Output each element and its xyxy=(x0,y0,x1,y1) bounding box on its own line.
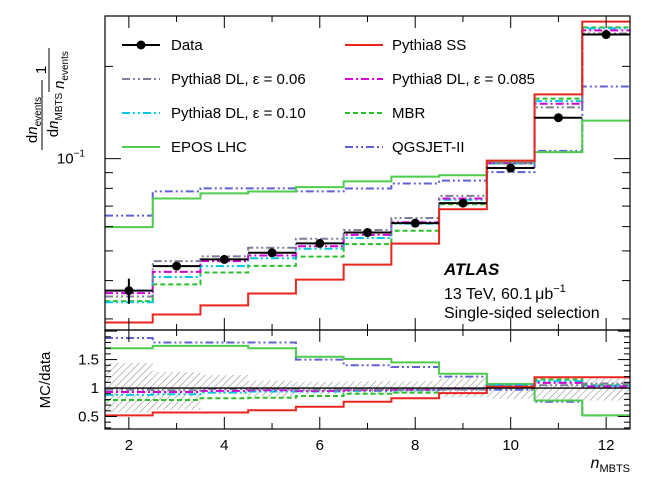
ylabel-den-d: d xyxy=(45,129,62,137)
energy-text: 13 TeV, 60.1 xyxy=(444,286,532,303)
mc-line-qgsjet-ii xyxy=(105,85,630,217)
mc-line-mbr xyxy=(105,26,630,303)
tick-base: 10 xyxy=(57,151,74,168)
legend-entry-mbr: MBR xyxy=(345,105,426,122)
legend-label-mbr: MBR xyxy=(392,105,426,122)
ratio-line-qgsjet-ii xyxy=(105,336,630,417)
selection-label: Single-sided selection xyxy=(444,305,600,322)
x-axis-label-n: n xyxy=(591,455,600,472)
x-tick-label: 6 xyxy=(316,437,324,454)
mc-line-pythia8-ss xyxy=(105,20,630,324)
data-point xyxy=(601,30,611,40)
data-point xyxy=(553,113,563,123)
data-point xyxy=(363,228,372,238)
legend-entry-pythia8-dl-010: Pythia8 DL, ε = 0.10 xyxy=(122,105,306,122)
data-point xyxy=(315,238,325,248)
ylabel-denom-sub: events xyxy=(60,51,71,80)
bottom-y-axis-label: MC/data xyxy=(37,351,54,408)
lumi-unit: μb xyxy=(535,286,553,303)
data-point xyxy=(267,248,277,258)
legend-label-pythia8-dl-006: Pythia8 DL, ε = 0.06 xyxy=(171,71,306,88)
bottom-y-tick-label: 1.5 xyxy=(78,352,99,369)
ylabel-den-n: n xyxy=(45,121,62,129)
energy-lumi-label: 13 TeV, 60.1 μb−1 xyxy=(444,283,566,303)
legend-label-data: Data xyxy=(171,37,203,54)
tick-exp: −1 xyxy=(74,149,86,160)
x-axis-label: nMBTS xyxy=(591,455,630,475)
bottom-y-tick-label: 1 xyxy=(91,380,99,397)
svg-text:1: 1 xyxy=(33,66,50,74)
legend-entry-pythia8-dl-0085: Pythia8 DL, ε = 0.085 xyxy=(345,71,535,88)
ylabel-denom-n: n xyxy=(51,81,68,89)
top-y-axis-label: 1 nevents xyxy=(33,48,71,92)
legend-entry-pythia8-ss: Pythia8 SS xyxy=(345,37,466,54)
x-tick-label: 4 xyxy=(220,437,228,454)
atlas-label: ATLAS xyxy=(443,260,500,279)
ratio-series-group xyxy=(105,336,630,417)
ylabel-num-n: n xyxy=(24,126,41,134)
svg-text:dnMBTS: dnMBTS xyxy=(45,92,65,137)
legend-label-pythia8-dl-0085: Pythia8 DL, ε = 0.085 xyxy=(392,71,535,88)
legend-entry-pythia8-dl-006: Pythia8 DL, ε = 0.06 xyxy=(122,71,306,88)
ratio-line-pythia8-ss xyxy=(105,376,630,417)
ylabel-lead: 1 xyxy=(33,66,50,74)
ylabel-num-sub: events xyxy=(33,97,44,126)
data-point xyxy=(124,286,134,296)
x-tick-label: 8 xyxy=(411,437,419,454)
legend: Data Pythia8 SS Pythia8 DL, ε = 0.06 Pyt… xyxy=(122,37,535,156)
lumi-exp: −1 xyxy=(553,283,566,295)
legend-label-pythia8-ss: Pythia8 SS xyxy=(392,37,466,54)
ratio-line-pythia8-dl-0-06 xyxy=(105,382,630,392)
x-tick-label: 12 xyxy=(598,437,615,454)
data-point xyxy=(410,218,420,228)
svg-text:nevents: nevents xyxy=(51,51,71,89)
legend-entry-epos-lhc: EPOS LHC xyxy=(122,139,247,156)
band-bin xyxy=(534,382,583,400)
x-tick-label: 10 xyxy=(502,437,519,454)
legend-entry-data: Data xyxy=(122,37,203,54)
data-points-group xyxy=(105,30,630,304)
top-panel-frame xyxy=(104,15,631,331)
x-axis-label-sub: MBTS xyxy=(599,463,630,475)
ylabel-num-d: d xyxy=(24,135,41,143)
legend-label-qgsjet: QGSJET-II xyxy=(392,139,465,156)
data-point xyxy=(458,198,468,208)
bottom-y-tick-label: 0.5 xyxy=(78,408,99,425)
x-tick-label: 2 xyxy=(125,437,133,454)
mc-series-group xyxy=(105,20,630,324)
band-bin xyxy=(582,378,630,401)
data-point xyxy=(506,163,516,173)
ratio-line-mbr xyxy=(105,378,630,401)
data-point xyxy=(172,261,182,271)
legend-label-pythia8-dl-010: Pythia8 DL, ε = 0.10 xyxy=(171,105,306,122)
legend-entry-qgsjet: QGSJET-II xyxy=(345,139,465,156)
legend-label-epos-lhc: EPOS LHC xyxy=(171,139,247,156)
top-y-axis-label-frac: dnevents dnMBTS xyxy=(24,80,65,150)
mc-line-pythia8-dl-0-10 xyxy=(105,27,630,304)
data-point xyxy=(219,254,229,264)
mc-line-epos-lhc xyxy=(105,119,630,229)
mc-line-pythia8-dl-0-085 xyxy=(105,29,630,295)
ylabel-den-sub: MBTS xyxy=(54,92,65,120)
svg-text:dnevents: dnevents xyxy=(24,97,44,143)
ratio-line-epos-lhc xyxy=(105,344,630,417)
top-y-tick-label: 10−1 xyxy=(57,149,86,168)
